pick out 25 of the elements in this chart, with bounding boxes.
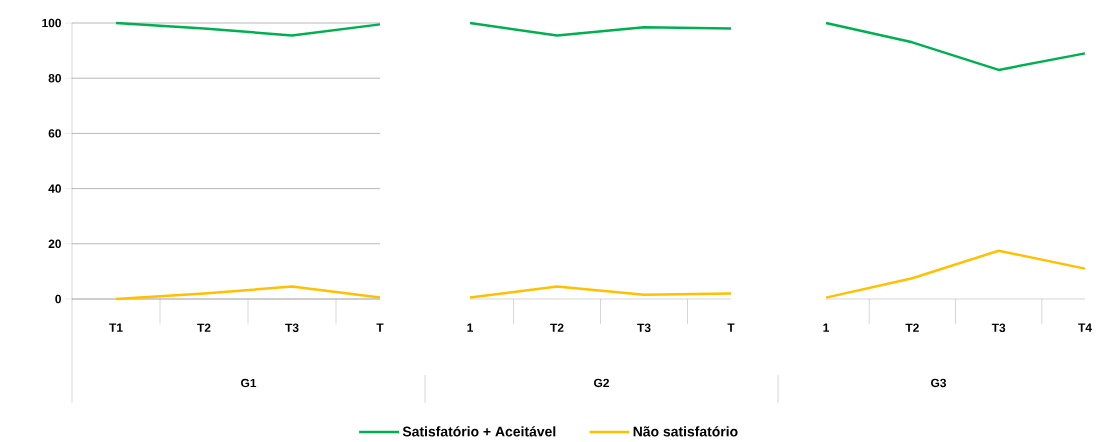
x-tick-label: T4: [1078, 323, 1092, 332]
x-tick-label: T: [376, 323, 384, 332]
x-tick-label: T2: [905, 323, 919, 332]
x-axis-title: G3: [931, 378, 947, 388]
x-tick-label: T3: [637, 323, 651, 333]
y-tick-label: 20: [48, 239, 61, 249]
y-tick-label: 80: [48, 74, 61, 83]
x-axis-title: G1: [241, 378, 257, 388]
x-tick-label: 1: [823, 323, 829, 332]
y-tick-label: 40: [48, 184, 61, 193]
x-tick-label: 1: [467, 323, 473, 332]
legend-label: Não satisfatório: [633, 426, 738, 437]
y-tick-label: 0: [55, 294, 61, 304]
x-tick-label: T2: [197, 323, 211, 332]
legend-label: Satisfatório + Aceitável: [402, 426, 556, 437]
line-series: [114, 285, 382, 301]
y-tick-label: 60: [48, 129, 61, 138]
x-tick-label: T1: [109, 323, 123, 332]
x-tick-label: T3: [991, 323, 1006, 333]
line-series: [114, 21, 382, 37]
x-tick-label: T2: [550, 323, 564, 332]
x-axis-title: G2: [594, 378, 609, 388]
x-tick-label: T: [727, 323, 735, 332]
x-tick-label: T3: [285, 323, 299, 333]
y-tick-label: 100: [42, 18, 61, 28]
